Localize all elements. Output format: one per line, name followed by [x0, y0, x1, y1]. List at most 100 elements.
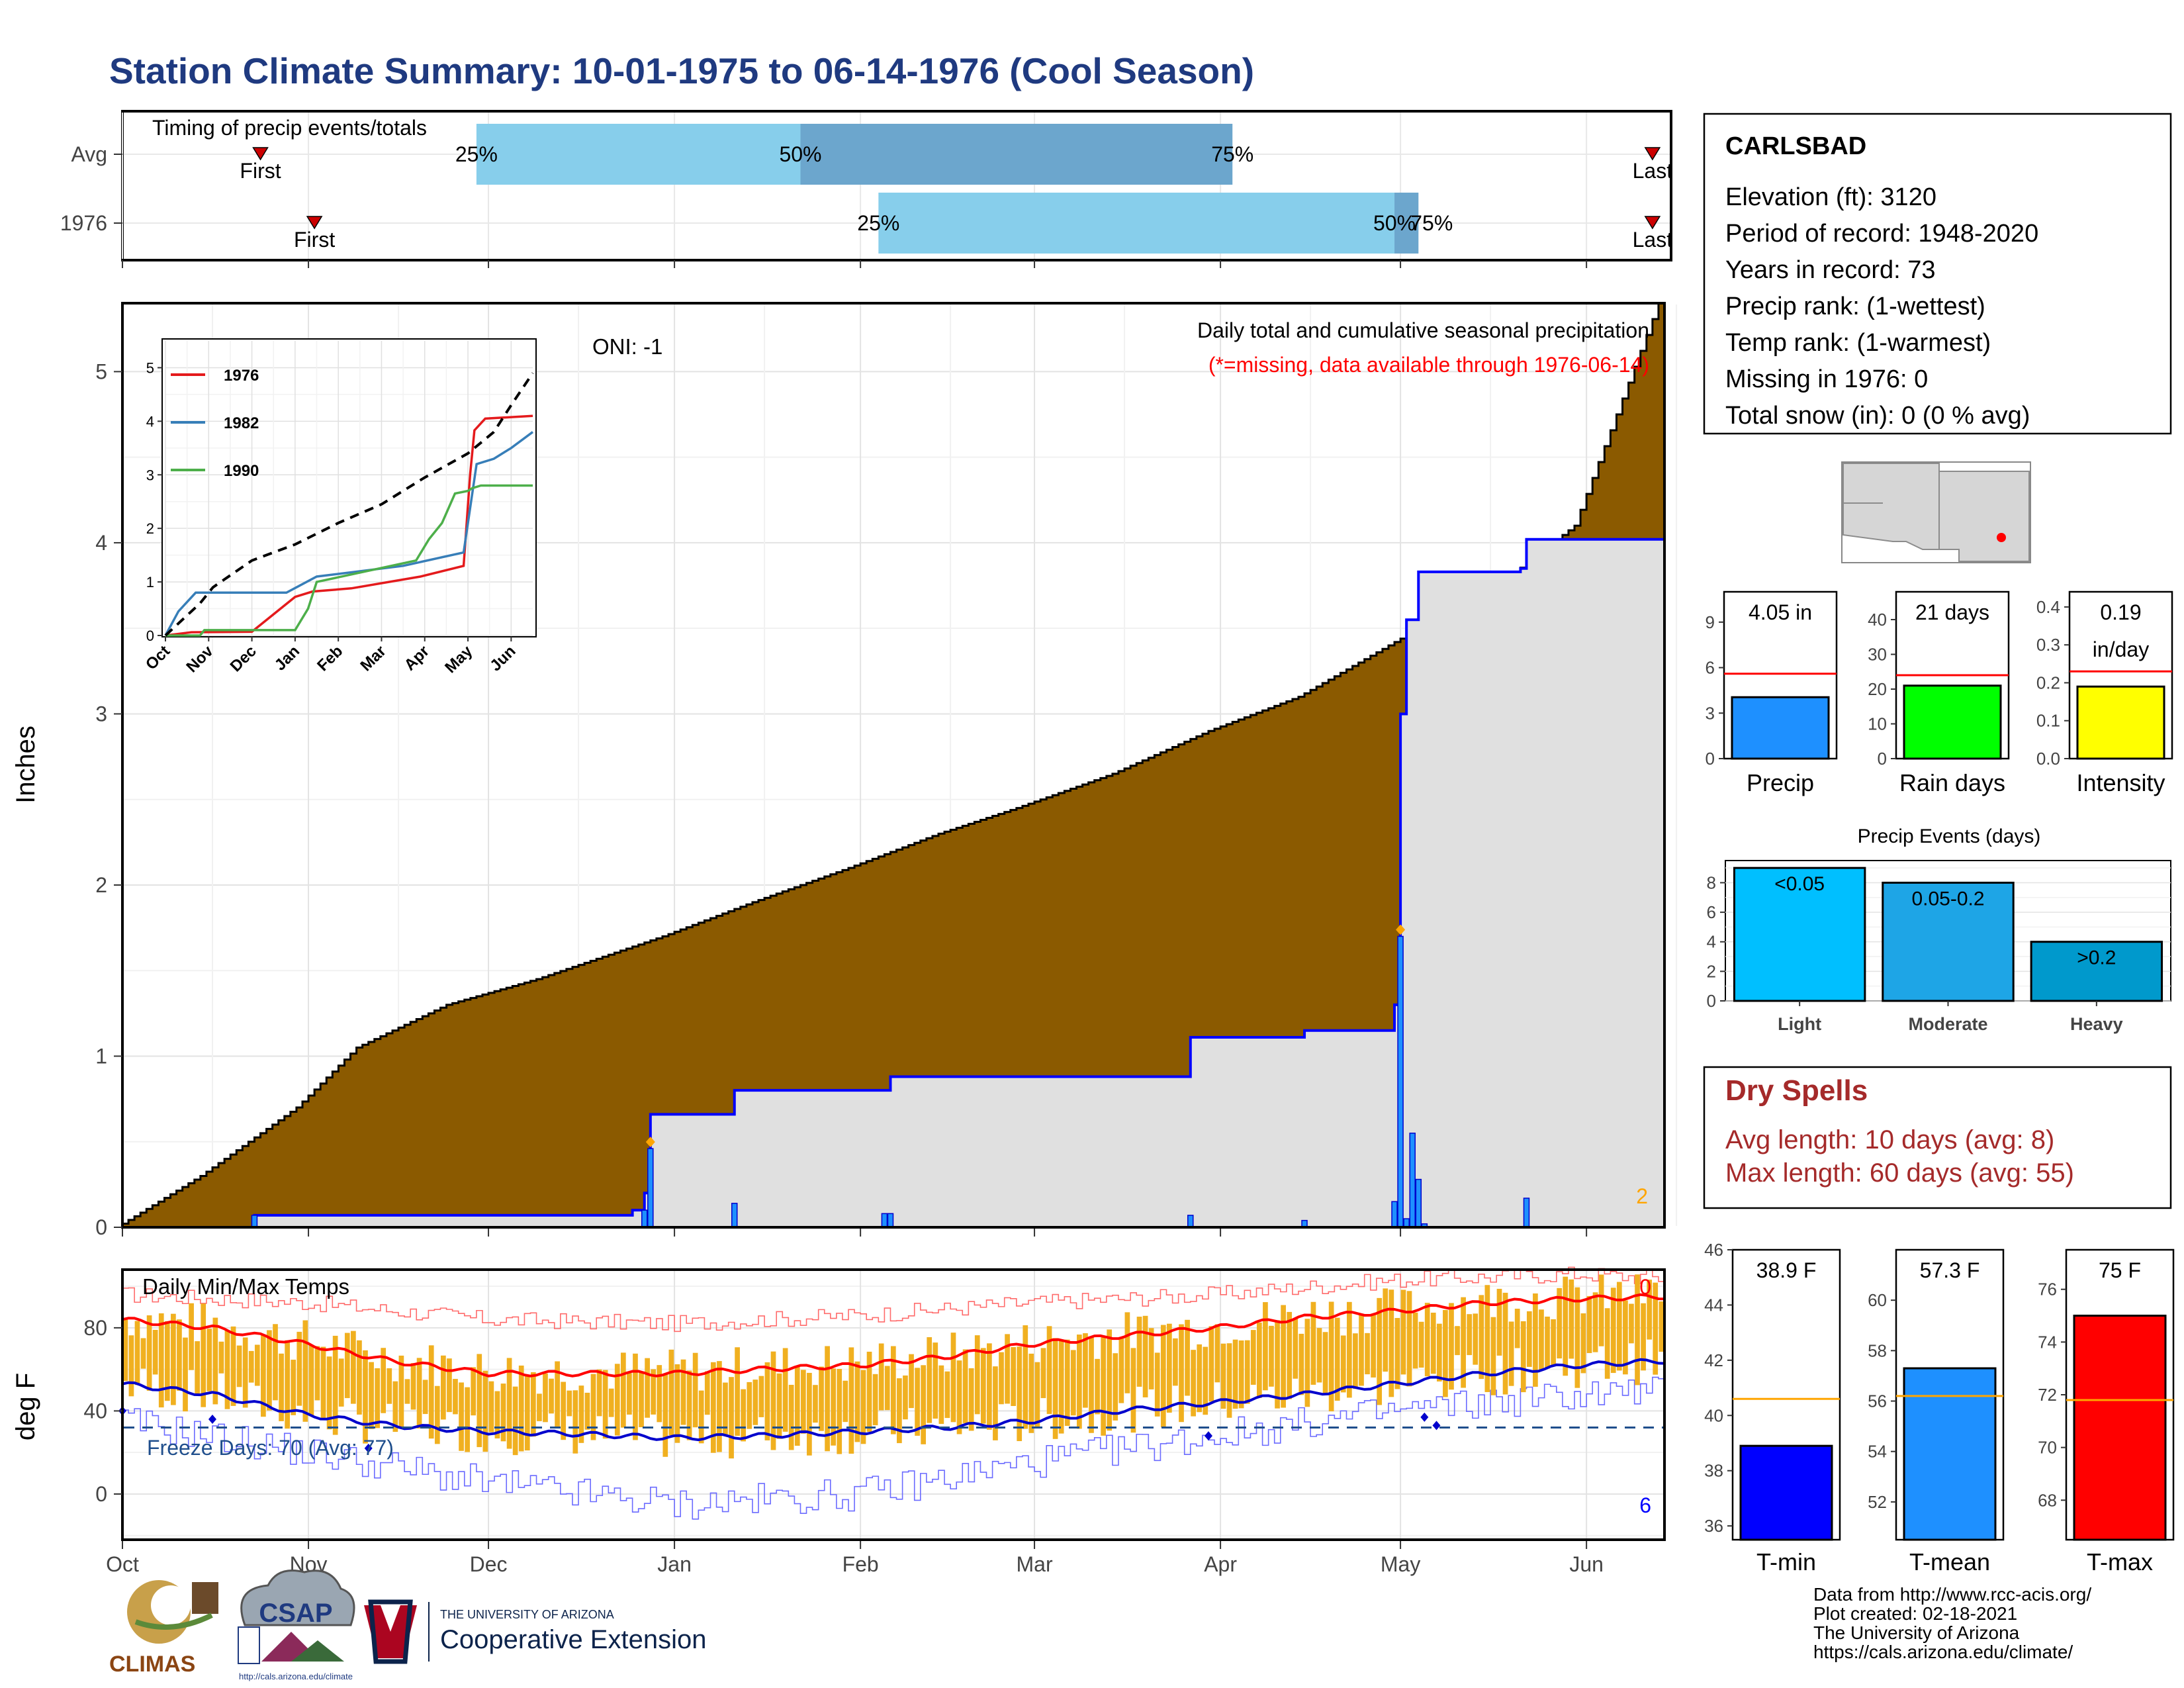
daily-temp-bar: [201, 1303, 206, 1407]
daily-temp-bar: [1011, 1347, 1016, 1406]
daily-temp-bar: [1142, 1315, 1148, 1397]
timing-q75-label: 75%: [1211, 142, 1253, 166]
station-info-line: Missing in 1976: 0: [1725, 365, 1928, 393]
ua-logo-small-text: THE UNIVERSITY OF ARIZONA: [440, 1608, 614, 1621]
daily-temp-bar: [1484, 1285, 1490, 1392]
daily-temp-bar: [537, 1393, 542, 1421]
inset-legend-label: 1990: [224, 462, 259, 480]
daily-temp-bar: [1208, 1326, 1214, 1402]
daily-temp-bar: [1394, 1318, 1400, 1389]
daily-temp-bar: [860, 1370, 866, 1444]
mini-chart-category-label: Precip: [1747, 769, 1814, 796]
daily-temp-bar: [471, 1367, 477, 1416]
climas-logo: CLIMAS: [109, 1580, 218, 1677]
daily-temp-bar: [561, 1382, 567, 1440]
timing-row-label: Avg: [71, 142, 107, 166]
daily-temp-bar: [308, 1344, 314, 1415]
timing-q50-label: 50%: [1373, 211, 1416, 235]
daily-temp-bar: [434, 1385, 440, 1444]
daily-temp-bar: [662, 1374, 668, 1457]
freeze-marker: [1204, 1431, 1212, 1441]
record-low-line: [122, 1376, 1664, 1520]
mini-chart-y-tick: 42: [1704, 1350, 1723, 1370]
mini-chart-y-tick: 40: [1704, 1405, 1723, 1425]
daily-temp-bar: [128, 1335, 134, 1397]
daily-temp-bar: [825, 1346, 830, 1452]
daily-temp-bar: [1502, 1292, 1508, 1395]
daily-temp-bar: [1496, 1288, 1502, 1356]
daily-temp-bar: [1095, 1358, 1100, 1415]
daily-temp-bar: [999, 1352, 1004, 1405]
dry-spells-box: Dry Spells Avg length: 10 days (avg: 8) …: [1703, 1066, 2172, 1209]
mini-chart-y-tick: 20: [1868, 679, 1887, 699]
timing-bar-q25-q50: [878, 193, 1395, 254]
daily-temp-bar: [1359, 1314, 1364, 1386]
daily-temp-bar: [1418, 1321, 1424, 1368]
daily-temp-bar: [518, 1365, 524, 1452]
daily-temp-bar: [921, 1365, 927, 1444]
mini-chart-y-tick: 38: [1704, 1461, 1723, 1481]
daily-temp-bar: [465, 1387, 470, 1452]
daily-temp-bar: [1455, 1326, 1460, 1356]
events-bar-label: <0.05: [1774, 873, 1825, 895]
daily-temp-bar: [1659, 1301, 1664, 1352]
daily-temp-bar: [1275, 1320, 1280, 1409]
timing-first-marker: [306, 216, 323, 230]
station-name: CARLSBAD: [1725, 132, 1866, 160]
daily-temp-bar: [872, 1374, 878, 1426]
daily-temp-bar: [1028, 1353, 1034, 1433]
timing-q50-label: 50%: [779, 142, 821, 166]
mini-chart-y-tick: 36: [1704, 1516, 1723, 1536]
mini-chart-value-label: 4.05 in: [1749, 600, 1812, 624]
daily-temp-bar: [1388, 1289, 1394, 1397]
temp-y-label: deg F: [11, 1373, 40, 1440]
daily-temp-bar: [729, 1377, 734, 1459]
daily-temp-bar: [398, 1355, 404, 1429]
daily-temp-bar: [1185, 1319, 1190, 1396]
mini-chart-y-tick: 76: [2038, 1280, 2057, 1299]
mini-chart-y-tick: 56: [1868, 1391, 1887, 1411]
daily-temp-bar: [1220, 1343, 1226, 1409]
daily-temp-bar: [267, 1330, 272, 1411]
page-title: Station Climate Summary: 10-01-1975 to 0…: [109, 50, 1254, 91]
daily-temp-bar: [279, 1353, 284, 1421]
daily-temp-bar: [488, 1381, 494, 1432]
daily-temp-bar: [890, 1346, 896, 1434]
events-category-label: Moderate: [1908, 1014, 1987, 1034]
daily-temp-bar: [375, 1368, 380, 1429]
daily-temp-bar: [1353, 1333, 1358, 1389]
timing-q25-label: 25%: [455, 142, 498, 166]
mini-chart-value-label: 21 days: [1915, 600, 1989, 624]
daily-temp-bar: [1005, 1334, 1010, 1404]
daily-temp-bar: [1533, 1293, 1538, 1387]
mini-chart-y-tick: 9: [1706, 612, 1715, 632]
daily-precip-bar: [1187, 1215, 1194, 1228]
daily-temp-bar: [171, 1313, 176, 1405]
daily-temp-bar: [524, 1376, 530, 1451]
daily-temp-bar: [1623, 1300, 1628, 1375]
daily-temp-bar: [1653, 1282, 1659, 1375]
daily-temp-bar: [909, 1354, 914, 1409]
inset-y-tick: 0: [146, 628, 154, 644]
daily-temp-bar: [1179, 1324, 1184, 1423]
avg-tmin-line: [122, 1358, 1665, 1442]
dry-spells-avg: Avg length: 10 days (avg: 8): [1725, 1125, 2054, 1154]
daily-temp-bar: [782, 1348, 788, 1432]
daily-temp-bar: [1346, 1301, 1352, 1398]
daily-temp-bar: [1490, 1317, 1496, 1395]
daily-temp-bar: [788, 1384, 794, 1450]
daily-temp-bar: [387, 1368, 392, 1404]
daily-temp-bar: [800, 1370, 806, 1434]
daily-temp-bar: [183, 1337, 188, 1412]
daily-temp-bar: [1479, 1295, 1484, 1380]
daily-temp-bar: [1107, 1329, 1113, 1431]
daily-temp-bar: [1365, 1333, 1370, 1375]
freeze-marker: [208, 1414, 216, 1424]
daily-temp-bar: [1598, 1274, 1604, 1346]
daily-temp-bar: [1508, 1321, 1514, 1386]
daily-temp-bar: [1629, 1303, 1634, 1344]
daily-temp-bar: [567, 1390, 572, 1417]
daily-temp-bar: [152, 1329, 158, 1375]
daily-temp-bar: [1124, 1312, 1130, 1393]
csap-logo-text: CSAP: [259, 1599, 332, 1628]
